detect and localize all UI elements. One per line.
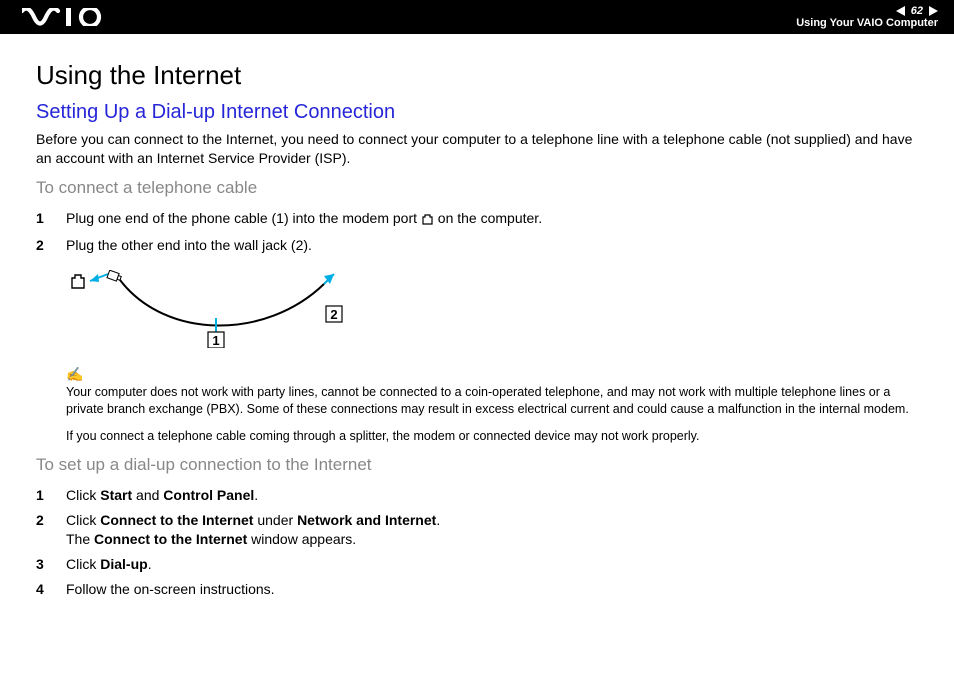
note-block: ✍ Your computer does not work with party… [66, 365, 918, 446]
next-page-arrow-icon[interactable] [929, 6, 938, 16]
header-right: 62 Using Your VAIO Computer [796, 5, 938, 29]
step-item: Click Start and Control Panel. [36, 483, 918, 508]
note-paragraph: If you connect a telephone cable coming … [66, 428, 918, 445]
steps-list-2: Click Start and Control Panel. Click Con… [36, 483, 918, 601]
cable-diagram: 1 2 [66, 270, 918, 353]
step-text: Plug one end of the phone cable (1) into… [66, 210, 421, 226]
page-nav: 62 [896, 5, 938, 17]
subsection-heading-2: To set up a dial-up connection to the In… [36, 455, 918, 475]
step-text: Plug the other end into the wall jack (2… [66, 237, 312, 253]
intro-paragraph: Before you can connect to the Internet, … [36, 130, 918, 168]
step-item: Plug one end of the phone cable (1) into… [36, 206, 918, 233]
step-item: Click Connect to the Internet under Netw… [36, 508, 918, 552]
header-bar: 62 Using Your VAIO Computer [0, 0, 954, 34]
page-content: Using the Internet Setting Up a Dial-up … [0, 34, 954, 602]
subsection-heading-1: To connect a telephone cable [36, 178, 918, 198]
note-hand-icon: ✍ [66, 365, 918, 384]
breadcrumb: Using Your VAIO Computer [796, 17, 938, 29]
page-title: Using the Internet [36, 60, 918, 91]
note-paragraph: Your computer does not work with party l… [66, 384, 918, 418]
prev-page-arrow-icon[interactable] [896, 6, 905, 16]
diagram-label-1: 1 [212, 333, 219, 348]
step-text: on the computer. [434, 210, 542, 226]
diagram-label-2: 2 [330, 307, 337, 322]
steps-list-1: Plug one end of the phone cable (1) into… [36, 206, 918, 258]
step-item: Plug the other end into the wall jack (2… [36, 233, 918, 258]
modem-port-icon [421, 211, 434, 230]
page-number: 62 [909, 5, 925, 17]
section-subtitle: Setting Up a Dial-up Internet Connection [36, 101, 918, 124]
step-item: Follow the on-screen instructions. [36, 577, 918, 602]
step-item: Click Dial-up. [36, 552, 918, 577]
vaio-logo [22, 8, 118, 26]
